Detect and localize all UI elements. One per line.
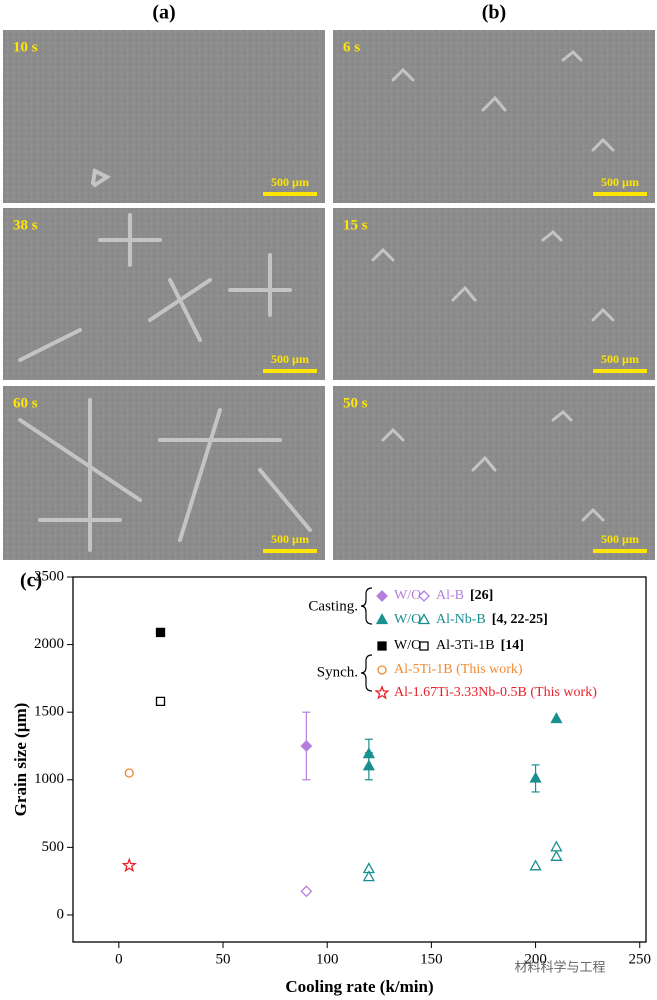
micrograph: [3, 386, 325, 560]
y-axis-label: Grain size (µm): [11, 703, 30, 817]
time-label: 38 s: [13, 217, 38, 233]
point: [155, 696, 166, 707]
time-label: 60 s: [13, 395, 38, 411]
scale-label: 500 µm: [271, 175, 309, 189]
point: [300, 885, 313, 898]
micrograph: [3, 30, 325, 203]
dendrite: [18, 398, 312, 552]
x-tick-label: 0: [115, 951, 123, 967]
legend-marker: [374, 684, 390, 700]
point: [121, 857, 137, 873]
scale-label: 500 µm: [271, 352, 309, 366]
legend-marker: [375, 613, 389, 625]
dendrite: [391, 49, 615, 152]
y-tick-label: 500: [42, 839, 65, 855]
microstructure: [371, 229, 615, 322]
dendrite: [381, 409, 605, 522]
legend-group: Casting.: [308, 598, 358, 614]
legend-braces: [360, 587, 373, 692]
legend-marker: [417, 613, 431, 625]
microstructure: [391, 49, 615, 152]
y-tick-label: 2500: [34, 568, 64, 584]
legend-marker: [419, 641, 429, 651]
y-tick-label: 1500: [34, 704, 64, 720]
plot-frame: [72, 576, 647, 943]
legend-marker: [376, 590, 388, 602]
legend-label: Al-3Ti-1B: [436, 638, 495, 653]
scale-label: 500 µm: [601, 175, 639, 189]
point: [300, 740, 313, 752]
legend-ref: [14]: [501, 638, 524, 653]
scale-bar: [593, 192, 647, 196]
time-label: 50 s: [343, 395, 368, 411]
microstructure: [381, 409, 605, 522]
x-tick-label: 50: [216, 951, 231, 967]
time-label: 10 s: [13, 39, 38, 55]
time-label: 6 s: [343, 39, 360, 55]
scale-label: 500 µm: [601, 532, 639, 546]
point: [124, 768, 134, 778]
legend-label: Al-1.67Ti-3.33Nb-0.5B (This work): [394, 685, 597, 700]
scale-bar: [263, 549, 317, 553]
legend-label: Al-B: [436, 588, 464, 603]
y-tick-label: 2000: [34, 636, 64, 652]
point: [529, 859, 542, 871]
point: [362, 759, 375, 771]
time-label: 15 s: [343, 217, 368, 233]
legend-marker: [377, 641, 387, 651]
legend-group: Synch.: [317, 664, 358, 680]
chart-label: (c): [20, 570, 42, 592]
dendrite: [371, 229, 615, 322]
scale-bar: [263, 192, 317, 196]
microstructure: [18, 213, 292, 362]
microstructure: [90, 168, 111, 188]
panel-label: (b): [482, 2, 506, 24]
scale-bar: [593, 369, 647, 373]
scale-bar: [263, 369, 317, 373]
y-tick-label: 0: [57, 906, 65, 922]
point: [362, 870, 375, 882]
legend-label: Al-Nb-B: [436, 612, 486, 627]
x-tick-label: 100: [316, 951, 339, 967]
scale-label: 500 µm: [271, 532, 309, 546]
micrograph: [333, 208, 655, 380]
legend-label: W/O: [394, 612, 421, 627]
point: [550, 712, 563, 724]
micrograph: [333, 386, 655, 560]
y-tick-label: 1000: [34, 771, 64, 787]
legend-ref: [26]: [470, 588, 493, 603]
point: [550, 849, 563, 861]
point: [529, 771, 542, 783]
scale-label: 500 µm: [601, 352, 639, 366]
legend-label: W/O: [394, 638, 421, 653]
x-tick-label: 200: [524, 951, 547, 967]
legend-marker: [377, 665, 387, 675]
x-tick-label: 250: [628, 951, 651, 967]
point: [550, 840, 563, 852]
scale-bar: [593, 549, 647, 553]
panel-label: (a): [152, 2, 175, 24]
legend-label: Al-5Ti-1B (This work): [394, 662, 523, 677]
legend-label: W/O: [394, 588, 421, 603]
x-axis-label: Cooling rate (k/min): [285, 977, 433, 996]
dendrite: [18, 213, 292, 362]
point: [155, 627, 166, 638]
legend-marker: [418, 590, 430, 602]
legend-ref: [4, 22-25]: [492, 612, 548, 627]
dendrite: [90, 168, 111, 188]
microstructure: [18, 398, 312, 552]
watermark: 材料科学与工程: [514, 960, 605, 976]
micrograph: [333, 30, 655, 203]
x-tick-label: 150: [420, 951, 443, 967]
